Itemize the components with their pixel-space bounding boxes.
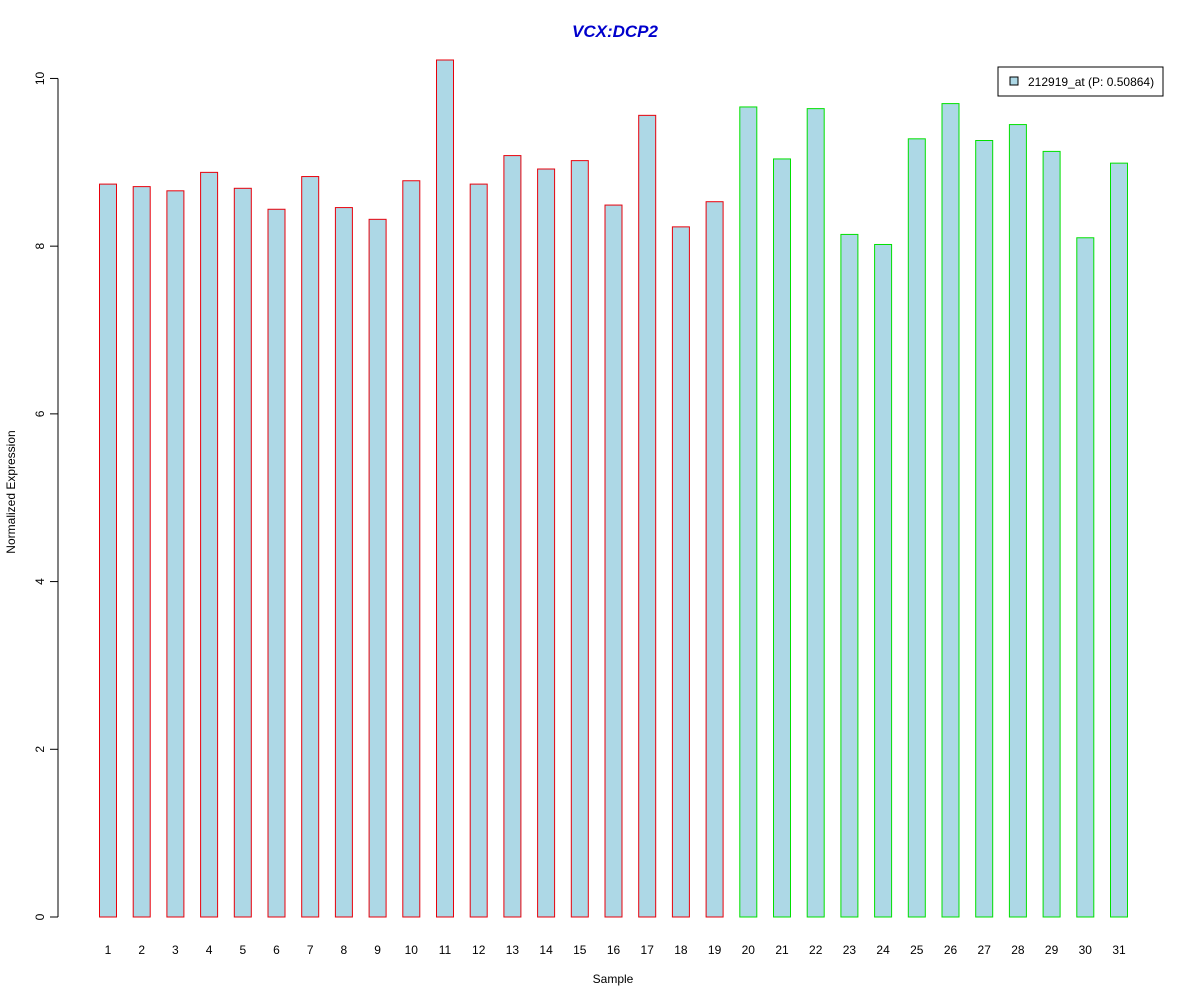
x-tick-label: 2 <box>138 943 145 957</box>
legend-swatch <box>1009 76 1019 86</box>
x-tick-label: 20 <box>742 943 756 957</box>
y-tick-label: 2 <box>33 746 47 753</box>
x-tick-label: 17 <box>641 943 655 957</box>
x-tick-label: 14 <box>539 943 553 957</box>
x-tick-label: 3 <box>172 943 179 957</box>
x-tick-label: 31 <box>1112 943 1126 957</box>
bar-sample-1 <box>99 183 117 918</box>
bar-sample-3 <box>166 190 185 918</box>
bar-sample-14 <box>537 168 556 918</box>
x-tick-label: 27 <box>978 943 992 957</box>
bar-sample-24 <box>874 243 893 918</box>
bars <box>99 59 1128 918</box>
bar-sample-21 <box>773 158 791 918</box>
chart-title: VCX:DCP2 <box>572 22 659 41</box>
x-tick-label: 12 <box>472 943 486 957</box>
y-tick-label: 8 <box>33 243 47 250</box>
bar-sample-2 <box>132 186 151 918</box>
x-tick-label: 19 <box>708 943 722 957</box>
x-tick-label: 24 <box>876 943 890 957</box>
bar-sample-26 <box>941 103 960 918</box>
bar-sample-12 <box>469 183 488 918</box>
bar-sample-16 <box>604 204 623 918</box>
bar-sample-15 <box>570 160 589 918</box>
y-tick-label: 4 <box>33 578 47 585</box>
x-tick-label: 6 <box>273 943 280 957</box>
x-tick-label: 1 <box>105 943 112 957</box>
bar-sample-18 <box>671 226 690 918</box>
y-tick-label: 10 <box>33 71 47 85</box>
bar-sample-10 <box>402 180 421 918</box>
x-tick-label: 11 <box>439 943 452 957</box>
x-tick-label: 10 <box>405 943 419 957</box>
x-tick-label: 28 <box>1011 943 1025 957</box>
x-tick-label: 5 <box>239 943 246 957</box>
x-tick-label: 18 <box>674 943 688 957</box>
y-tick-label: 6 <box>33 410 47 417</box>
x-tick-label: 8 <box>341 943 348 957</box>
x-tick-label: 25 <box>910 943 924 957</box>
x-tick-label: 9 <box>374 943 381 957</box>
bar-sample-23 <box>840 233 859 918</box>
y-axis-title: Normalized Expression <box>4 430 18 553</box>
bar-sample-31 <box>1110 162 1128 918</box>
bar-sample-5 <box>233 187 252 918</box>
x-tick-label: 7 <box>307 943 314 957</box>
x-tick-label: 16 <box>607 943 621 957</box>
bar-sample-25 <box>907 138 926 918</box>
x-axis-labels: 1 2 3 4 5 6 7 8 9 10 11 12 13 14 15 16 17 18 19 20 21 22 23 24 2… <box>105 943 1126 957</box>
x-tick-label: 23 <box>843 943 857 957</box>
bar-sample-20 <box>739 106 758 918</box>
x-tick-label: 4 <box>206 943 213 957</box>
bar-sample-4 <box>200 171 219 918</box>
legend-box <box>997 66 1164 97</box>
bar-sample-19 <box>705 201 724 918</box>
bar-sample-6 <box>267 208 286 918</box>
x-tick-label: 30 <box>1079 943 1093 957</box>
bar-sample-30 <box>1076 237 1095 918</box>
x-tick-label: 22 <box>809 943 823 957</box>
legend: 212919_at (P: 0.50864) <box>997 66 1164 97</box>
bar-sample-17 <box>638 114 657 918</box>
y-tick-label: 0 <box>33 913 47 920</box>
bar-sample-28 <box>1008 124 1027 918</box>
bar-sample-11 <box>436 59 454 918</box>
y-axis: 0 2 4 6 8 10 <box>33 71 59 920</box>
bar-sample-27 <box>975 140 994 918</box>
bar-sample-13 <box>503 155 522 918</box>
x-tick-label: 15 <box>573 943 587 957</box>
x-tick-label: 26 <box>944 943 958 957</box>
x-axis-title: Sample <box>593 972 634 986</box>
bar-sample-7 <box>301 176 320 918</box>
x-tick-label: 29 <box>1045 943 1059 957</box>
bar-sample-9 <box>368 218 387 918</box>
x-tick-label: 13 <box>506 943 520 957</box>
bar-sample-29 <box>1042 150 1061 918</box>
x-tick-label: 21 <box>775 943 789 957</box>
bar-sample-22 <box>806 108 825 918</box>
legend-label: 212919_at (P: 0.50864) <box>1028 75 1154 89</box>
bar-sample-8 <box>334 207 353 918</box>
